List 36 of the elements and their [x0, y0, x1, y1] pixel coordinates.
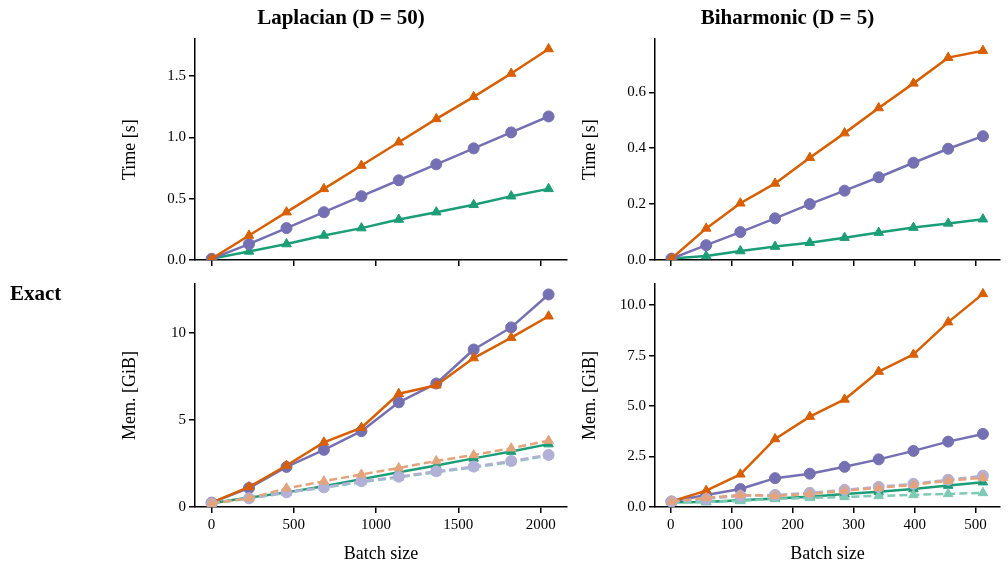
x-tick-label: 400 [903, 515, 926, 532]
x-axis-title: Batch size [790, 542, 865, 563]
y-tick-label: 0.4 [627, 139, 647, 156]
y-tick-label: 0 [178, 497, 186, 514]
x-tick-label: 1000 [361, 515, 392, 532]
y-tick-label: 5.0 [627, 397, 646, 414]
y-tick-label: 10 [171, 323, 186, 340]
x-tick-label: 2000 [525, 515, 556, 532]
x-tick-label: 100 [720, 515, 744, 532]
x-tick-label: 500 [964, 515, 987, 532]
chart-title: Laplacian (D = 50) [257, 5, 425, 30]
y-tick-label: 7.5 [627, 346, 646, 363]
y-axis-title: Time [s] [578, 119, 599, 181]
y-tick-label: 10.0 [619, 296, 646, 313]
y-tick-label: 1.5 [167, 66, 186, 83]
y-tick-label: 1.0 [167, 128, 186, 145]
chart-title: Biharmonic (D = 5) [700, 5, 875, 30]
y-axis-title: Time [s] [118, 119, 139, 181]
y-axis-title: Mem. [GiB] [578, 351, 599, 440]
y-tick-label: 0.5 [167, 189, 186, 206]
x-tick-label: 300 [842, 515, 865, 532]
y-tick-label: 2.5 [627, 447, 646, 464]
x-tick-label: 200 [781, 515, 805, 532]
x-tick-label: 0 [667, 515, 675, 532]
x-tick-label: 0 [207, 515, 216, 532]
x-tick-label: 500 [282, 515, 306, 532]
y-axis-title: Mem. [GiB] [118, 351, 139, 440]
x-axis-title: Batch size [343, 542, 419, 563]
y-tick-label: 0.6 [627, 83, 647, 100]
text: Exact [10, 280, 62, 306]
x-tick-label: 1500 [443, 515, 474, 532]
y-tick-label: 0.0 [167, 250, 186, 267]
y-tick-label: 0.0 [627, 250, 646, 267]
y-tick-label: 0.2 [627, 195, 646, 212]
y-tick-label: 5 [178, 410, 186, 427]
y-tick-label: 0.0 [627, 497, 646, 514]
